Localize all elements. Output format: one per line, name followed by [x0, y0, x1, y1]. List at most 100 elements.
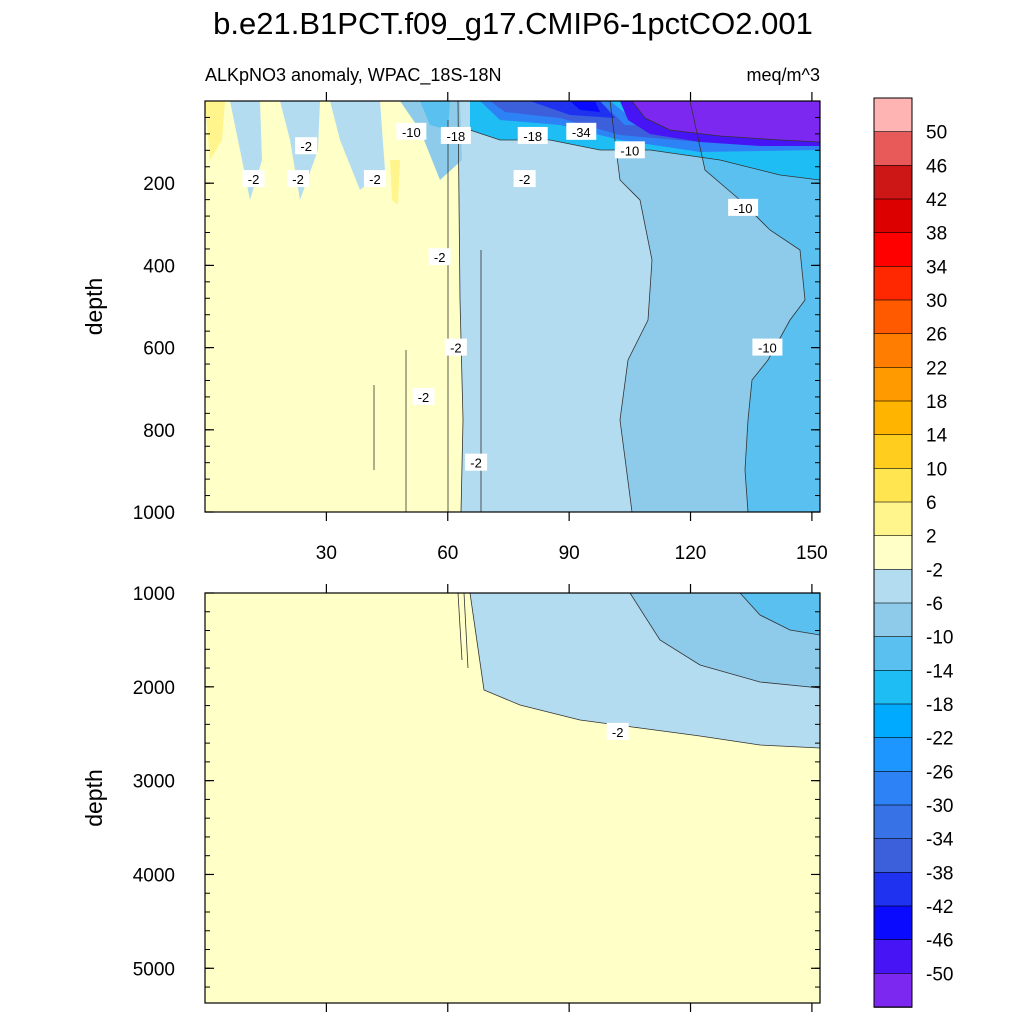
colorbar-swatch [873, 771, 913, 806]
svg-text:-10: -10 [620, 143, 639, 158]
colorbar-label: 50 [926, 123, 947, 144]
colorbar-label: -46 [926, 931, 953, 952]
axes-layer: 200 400 600 800 1000 depth 1000 2000 3000 4000 500… [81, 92, 828, 1012]
contour-label-upper: -2 [287, 170, 310, 188]
colorbar-swatch [873, 838, 913, 874]
colorbar-swatch [873, 333, 913, 369]
colorbar-label: -18 [926, 695, 953, 716]
colorbar-label: 26 [926, 325, 947, 346]
colorbar-label: 14 [926, 426, 948, 447]
colorbar-label: -10 [926, 628, 953, 649]
colorbar-swatch [873, 569, 913, 604]
colorbar-swatch [873, 434, 913, 470]
contour-label-upper: -2 [465, 453, 488, 471]
colorbar-label: 6 [926, 493, 937, 514]
svg-text:-10: -10 [758, 341, 777, 356]
y-tick-label-lower: 4000 [133, 865, 175, 886]
svg-text:-10: -10 [402, 125, 421, 140]
colorbar-label: -26 [926, 762, 953, 783]
svg-text:-10: -10 [734, 201, 753, 216]
svg-text:-34: -34 [572, 125, 591, 140]
svg-text:-18: -18 [446, 129, 465, 144]
contour-label-upper: -34 [566, 122, 597, 140]
x-tick-label: 120 [675, 543, 707, 564]
x-tick-label: 150 [796, 543, 828, 564]
colorbar-label: 18 [926, 392, 947, 413]
lower-panel [204, 592, 821, 1004]
y-tick-label-lower: 2000 [133, 678, 175, 699]
x-tick-label: 30 [316, 543, 337, 564]
colorbar-label: -6 [926, 594, 943, 615]
x-tick-label: 60 [437, 543, 458, 564]
svg-text:-2: -2 [418, 390, 430, 405]
contour-label-upper: -2 [428, 248, 451, 266]
contour-label-upper: -2 [444, 338, 467, 356]
y-tick-label-upper: 200 [143, 174, 175, 195]
colorbar-label: 22 [926, 358, 947, 379]
chart-title: b.e21.B1PCT.f09_g17.CMIP6-1pctCO2.001 [213, 6, 813, 41]
colorbar-swatch [873, 97, 913, 133]
colorbar-label: 34 [926, 257, 948, 278]
colorbar-swatch [873, 804, 913, 840]
y-tick-label-upper: 800 [143, 421, 175, 442]
colorbar-swatch [873, 535, 913, 571]
svg-text:-2: -2 [612, 725, 624, 740]
colorbar-label: -30 [926, 796, 953, 817]
contour-labels-layer: -2 -2 -2 -2 -10 -18 -18 -34 -10 -2 -10 -2 -2 -10 -2 -2 -… [242, 122, 783, 740]
chart-units: meq/m^3 [747, 65, 820, 85]
colorbar-swatch [873, 636, 913, 672]
contour-label-upper: -10 [614, 141, 645, 159]
colorbar-label: 46 [926, 156, 947, 177]
colorbar-label: -42 [926, 897, 953, 918]
colorbar-label: 10 [926, 459, 947, 480]
contour-label-upper: -2 [242, 170, 265, 188]
svg-text:-2: -2 [470, 456, 482, 471]
y-tick-label-lower: 5000 [133, 959, 175, 980]
colorbar-swatch [873, 737, 913, 773]
colorbar-swatch [873, 703, 913, 739]
colorbar-label: -22 [926, 729, 953, 750]
colorbar-swatch [873, 165, 913, 200]
colorbar-label: -34 [926, 830, 954, 851]
y-tick-label-upper: 1000 [133, 503, 175, 524]
x-tick-label: 90 [559, 543, 580, 564]
svg-text:-2: -2 [519, 172, 531, 187]
colorbar-swatch [873, 232, 913, 268]
contour-label-upper: -10 [752, 338, 783, 356]
contour-label-lower: -2 [606, 722, 629, 740]
colorbar-swatch [873, 299, 913, 335]
colorbar-swatch [873, 400, 913, 436]
y-axis-label-upper: depth [81, 278, 107, 336]
upper-panel [204, 100, 821, 513]
contour-label-upper: -2 [295, 137, 318, 155]
upper-contour-field [205, 101, 820, 512]
colorbar-swatch [873, 973, 913, 1008]
svg-text:-2: -2 [292, 172, 304, 187]
chart-subtitle-left: ALKpNO3 anomaly, WPAC_18S-18N [205, 65, 501, 86]
colorbar-swatch [873, 501, 913, 537]
colorbar-label: 2 [926, 527, 937, 548]
y-tick-label-upper: 400 [143, 256, 175, 277]
colorbar-label: 30 [926, 291, 947, 312]
lower-contour-field [205, 593, 820, 1003]
contour-label-upper: -2 [363, 170, 386, 188]
colorbar-swatch [873, 905, 913, 941]
y-tick-label-lower: 1000 [133, 584, 175, 605]
colorbar-swatch [873, 131, 913, 167]
colorbar-swatch [873, 670, 913, 705]
colorbar-frame [873, 97, 913, 1008]
svg-text:-2: -2 [248, 172, 260, 187]
colorbar-label: -14 [926, 661, 954, 682]
svg-text:-2: -2 [369, 172, 381, 187]
colorbar-label: -38 [926, 863, 953, 884]
contour-label-upper: -2 [412, 387, 435, 405]
colorbar-swatch [873, 198, 913, 234]
svg-text:-2: -2 [300, 139, 312, 154]
contour-label-upper: -18 [517, 126, 548, 144]
contour-label-upper: -2 [513, 170, 536, 188]
svg-text:-18: -18 [523, 129, 542, 144]
y-axis-label-lower: depth [81, 769, 107, 827]
colorbar-label: -50 [926, 964, 953, 985]
colorbar-swatch [873, 266, 913, 301]
